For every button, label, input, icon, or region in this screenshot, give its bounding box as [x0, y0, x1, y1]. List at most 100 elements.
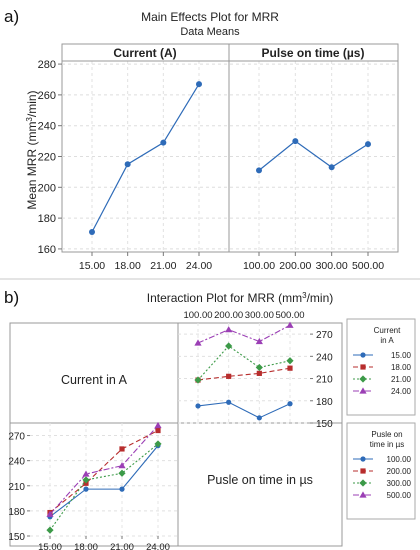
chart-b-bottom-left-series-line — [49, 430, 159, 513]
chart-b-top-right-ytick-label: 150 — [316, 419, 333, 430]
chart-b-bottom-left-ytick-label: 240 — [8, 457, 25, 468]
chart-b-top-right-data-point — [255, 337, 263, 345]
chart-b-bottom-left-ytick-label: 150 — [8, 532, 25, 543]
chart-a-xtick-label: 15.00 — [79, 260, 105, 272]
legend-current-label: 21.00 — [391, 375, 412, 384]
chart-a-data-point — [365, 141, 371, 148]
chart-a-xtick-label: 300.00 — [316, 260, 348, 272]
chart-a-y-axis-label: Mean MRR (mm3/min) — [25, 90, 40, 209]
legend-pulse-marker — [360, 456, 366, 462]
chart-b-top-right-data-point — [255, 363, 263, 372]
chart-b-top-right-data-point — [287, 365, 293, 371]
chart-b-top-right-xtick-label: 100.00 — [183, 310, 212, 321]
legend-pulse-label: 300.00 — [387, 479, 412, 488]
chart-b-top-right-ytick-label: 180 — [316, 397, 333, 408]
chart-a-xtick-label: 21.00 — [150, 260, 176, 272]
chart-b-bottom-left-data-point — [46, 526, 54, 534]
chart-b-title-tail: /min) — [307, 291, 334, 305]
chart-a-series-line — [91, 83, 200, 233]
chart-b-top-right-data-point — [194, 376, 202, 384]
chart-b-bottom-left-ytick-label: 210 — [8, 482, 25, 493]
chart-a-ytick-label: 160 — [38, 244, 56, 256]
chart-b-top-right-data-point — [226, 399, 232, 405]
legend-pulse-marker — [360, 468, 366, 474]
chart-b-bottom-left-data-point — [154, 440, 162, 448]
chart-b-top-right-xtick-label: 200.00 — [214, 310, 243, 321]
chart-a-ylabel-tail: /min) — [25, 90, 39, 117]
legend-current-marker — [360, 352, 366, 358]
legend-pulse-label: 200.00 — [387, 467, 412, 476]
chart-b-top-right-xtick-label: 500.00 — [275, 310, 304, 321]
chart-b-top-right-data-point — [225, 342, 233, 350]
chart-b-bottom-left-xtick-label: 15.00 — [38, 542, 62, 550]
chart-b-diag-label-current: Current in A — [61, 373, 128, 387]
chart-a-data-point — [89, 228, 95, 235]
legend-current-label: 18.00 — [391, 363, 412, 372]
chart-b-bottom-left-ytick-label: 270 — [8, 432, 25, 443]
chart-b-top-right-data-point — [194, 339, 202, 346]
chart-b-top-right-ytick-label: 270 — [316, 330, 333, 341]
chart-a-data-point — [256, 167, 262, 174]
chart-a-ytick-label: 220 — [38, 152, 56, 164]
chart-a-series-line — [258, 140, 369, 171]
chart-b-top-right-series-line — [197, 324, 291, 344]
chart-b-top-right-data-point — [195, 403, 201, 409]
chart-a-ytick-label: 280 — [38, 59, 56, 71]
chart-b-bottom-left-data-point — [118, 469, 126, 477]
legend-current-marker — [359, 375, 367, 383]
chart-b-title-main: Interaction Plot for MRR (mm — [147, 291, 302, 305]
legend-current-title: Current — [374, 326, 401, 335]
chart-b-top-right-ytick-label: 210 — [316, 375, 333, 386]
chart-b-top-right-data-point — [286, 357, 294, 365]
chart-b-title-sup: 3 — [302, 291, 307, 300]
chart-a-title: Main Effects Plot for MRR — [141, 10, 279, 24]
chart-b-bottom-left-xtick-label: 18.00 — [74, 542, 98, 550]
chart-b-top-right-data-point — [256, 415, 262, 421]
chart-b-bottom-left-data-point — [46, 510, 54, 517]
chart-a-xtick-label: 200.00 — [279, 260, 311, 272]
chart-b-top-right-xtick-label: 300.00 — [245, 310, 274, 321]
chart-a-xtick-label: 18.00 — [115, 260, 141, 272]
chart-b-outer-frame — [9, 322, 343, 547]
chart-b-bottom-left-xtick-label: 24.00 — [146, 542, 170, 550]
chart-a-plot-frame — [61, 43, 399, 253]
svg-text:Mean MRR (mm3/min): Mean MRR (mm3/min) — [25, 90, 40, 209]
legend-pulse-marker — [359, 479, 367, 487]
chart-b-bottom-left-data-point — [119, 486, 125, 492]
chart-b-top-right-data-point — [287, 401, 293, 407]
chart-b-bottom-left-data-point — [155, 427, 161, 434]
chart-b-top-right-ytick-label: 240 — [316, 352, 333, 363]
legend-pulse-title: Pusle on — [371, 430, 402, 439]
chart-b-bottom-left-series-line — [49, 443, 159, 531]
chart-a-ytick-label: 180 — [38, 213, 56, 225]
legend-current-box — [346, 318, 416, 416]
legend-pulse-label: 100.00 — [387, 455, 412, 464]
chart-a-data-point — [328, 164, 335, 171]
legend-pulse-box — [346, 422, 416, 520]
chart-b-top-right-series-line — [197, 345, 291, 381]
legend-current-label: 15.00 — [391, 351, 412, 360]
legend-pulse-label: 500.00 — [387, 491, 412, 500]
chart-a-panel2-title: Pulse on time (µs) — [262, 46, 365, 60]
chart-a-data-point — [124, 161, 131, 168]
chart-b-top-right-data-point — [225, 326, 233, 333]
chart-b-bottom-left-series-line — [49, 425, 159, 515]
chart-b-bottom-left-ytick-label: 180 — [8, 507, 25, 518]
legend-current-title: in A — [380, 336, 394, 345]
chart-a-ytick-label: 200 — [38, 182, 56, 194]
chart-b-title: Interaction Plot for MRR (mm3/min) — [147, 291, 334, 306]
chart-a-ytick-label: 240 — [38, 121, 56, 133]
chart-b-top-right-series-line — [197, 401, 291, 419]
legend-current-marker — [359, 387, 367, 394]
chart-a-panel1-title: Current (A) — [113, 46, 176, 60]
chart-b-top-right-data-point — [286, 321, 294, 328]
chart-a-ylabel-sup: 3 — [25, 117, 34, 122]
chart-a-data-point — [196, 81, 202, 88]
chart-b-bottom-left-data-point — [118, 462, 126, 469]
legend-current-marker — [360, 364, 366, 370]
chart-b-bottom-left-xtick-label: 21.00 — [110, 542, 134, 550]
chart-a-xtick-label: 500.00 — [352, 260, 384, 272]
chart-b-bottom-left-data-point — [82, 470, 90, 477]
chart-b-bottom-left-data-point — [82, 476, 90, 484]
